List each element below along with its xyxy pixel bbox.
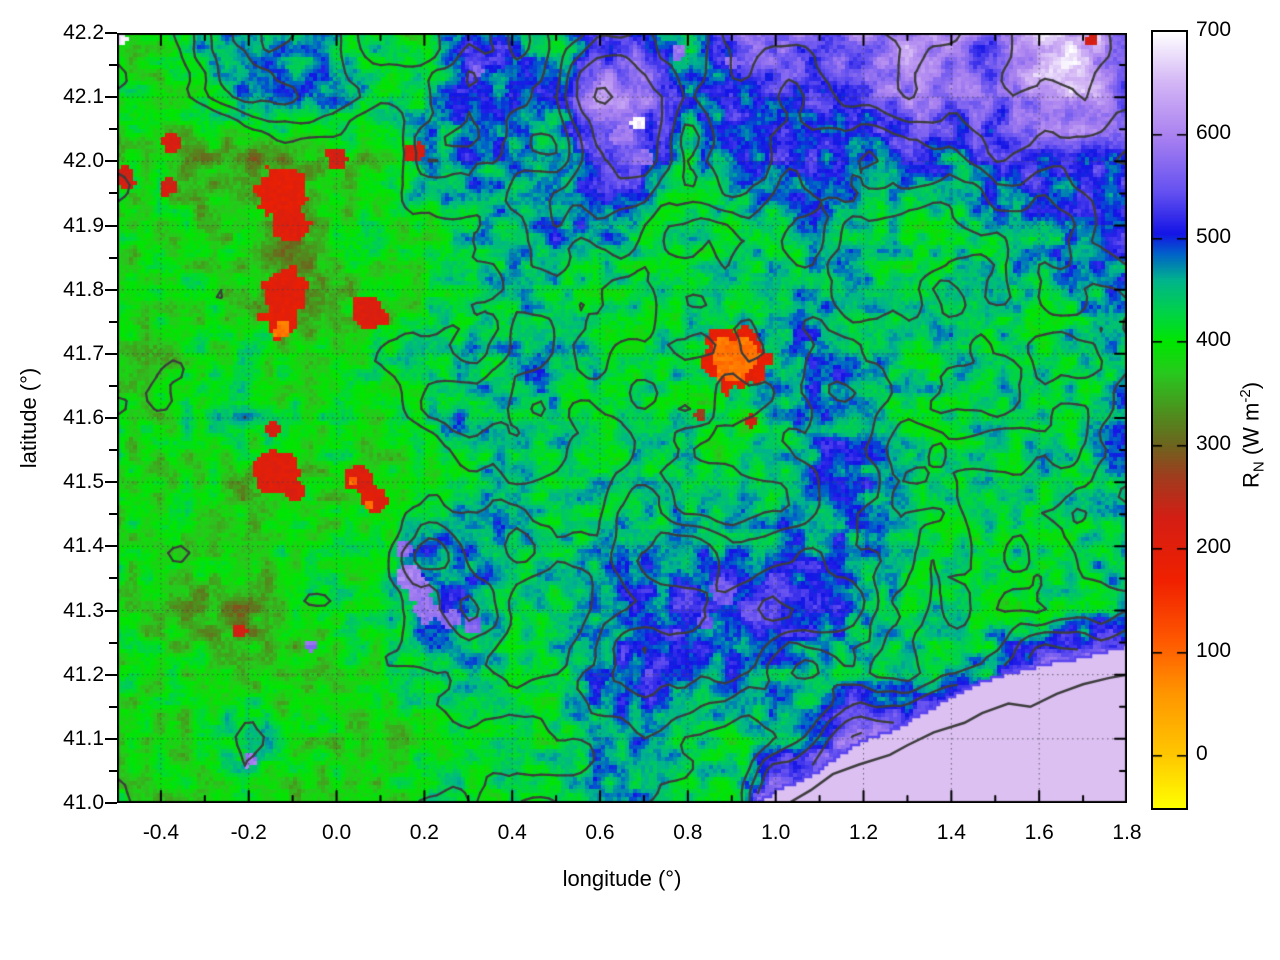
- colorbar-title-unit-close: ): [1238, 381, 1264, 390]
- y-axis-outside-tick: [105, 32, 117, 34]
- x-tick-label: 0.6: [585, 821, 615, 844]
- y-axis-outside-tick: [109, 449, 117, 452]
- colorbar-canvas: [1151, 30, 1188, 810]
- y-axis-outside-tick: [105, 96, 117, 99]
- y-axis-outside-tick: [105, 737, 117, 740]
- y-tick-label: 42.2: [63, 21, 104, 44]
- y-axis-outside-tick: [109, 641, 117, 644]
- y-tick-label: 41.5: [63, 470, 104, 494]
- y-tick-label: 41.1: [63, 726, 104, 750]
- y-tick-label: 42.0: [63, 149, 104, 173]
- heatmap-canvas: [117, 33, 1127, 803]
- x-tick-label: 1.0: [761, 821, 791, 844]
- y-axis-outside-tick: [109, 320, 117, 323]
- y-tick-label: 41.4: [63, 534, 104, 558]
- x-tick-label: 1.4: [936, 821, 966, 844]
- y-tick-label: 41.0: [63, 791, 104, 814]
- colorbar-tick-label: 500: [1196, 224, 1232, 248]
- y-axis-outside-tick: [109, 705, 117, 708]
- y-axis-outside-tick: [105, 673, 117, 676]
- y-axis-outside-tick: [109, 384, 117, 387]
- x-tick-label: 0.2: [409, 821, 439, 844]
- x-tick-label: 0.4: [497, 821, 527, 844]
- y-axis-outside-tick: [109, 513, 117, 516]
- x-tick-label: 1.2: [848, 821, 879, 844]
- y-axis-outside-tick: [105, 288, 117, 291]
- colorbar-tick-label: 200: [1196, 535, 1232, 559]
- y-axis-outside-tick: [105, 352, 117, 355]
- colorbar-title: RN (W m-2): [1237, 325, 1268, 545]
- colorbar-tick-label: 700: [1196, 18, 1232, 41]
- y-axis-outside-tick: [105, 160, 117, 163]
- y-tick-label: 41.2: [63, 662, 104, 686]
- colorbar-title-superscript: -2: [1237, 389, 1254, 403]
- colorbar-tick-label: 100: [1196, 638, 1232, 662]
- y-tick-label: 41.8: [63, 277, 104, 301]
- y-axis-title: latitude (°): [16, 367, 41, 469]
- y-axis-outside-tick: [105, 224, 117, 227]
- y-tick-label: 41.7: [63, 341, 104, 365]
- y-axis-outside-tick: [105, 802, 117, 804]
- y-axis-outside-tick: [109, 64, 117, 67]
- colorbar-tick-label: 400: [1196, 328, 1232, 352]
- colorbar-tick-label: 300: [1196, 431, 1232, 455]
- colorbar-title-subscript: N: [1250, 461, 1268, 473]
- colorbar-title-base: R: [1238, 472, 1264, 489]
- y-axis-outside-tick: [109, 256, 117, 259]
- y-axis-outside-tick: [105, 545, 117, 548]
- y-tick-label: 41.6: [63, 406, 104, 429]
- y-tick-label: 41.9: [63, 213, 104, 237]
- x-tick-label: 0.0: [321, 821, 352, 844]
- colorbar-title-unit: (W m: [1238, 402, 1264, 462]
- colorbar-tick-label: 600: [1196, 121, 1232, 145]
- x-tick-label: -0.2: [230, 821, 267, 844]
- y-axis-outside-tick: [105, 417, 117, 419]
- colorbar-tick-label: 0: [1196, 742, 1208, 766]
- y-axis-outside-tick: [105, 481, 117, 484]
- y-axis-outside-tick: [109, 192, 117, 195]
- x-tick-label: -0.4: [142, 821, 179, 844]
- y-axis-outside-tick: [109, 577, 117, 580]
- y-tick-label: 41.3: [63, 598, 104, 622]
- y-axis-outside-tick: [105, 609, 117, 612]
- y-axis-outside-tick: [109, 769, 117, 772]
- x-tick-label: 1.8: [1112, 821, 1142, 844]
- y-tick-label: 42.1: [63, 85, 104, 109]
- y-axis-outside-tick: [109, 128, 117, 131]
- x-tick-label: 0.8: [673, 821, 703, 844]
- x-axis-title: longitude (°): [562, 866, 682, 891]
- x-tick-label: 1.6: [1024, 821, 1054, 844]
